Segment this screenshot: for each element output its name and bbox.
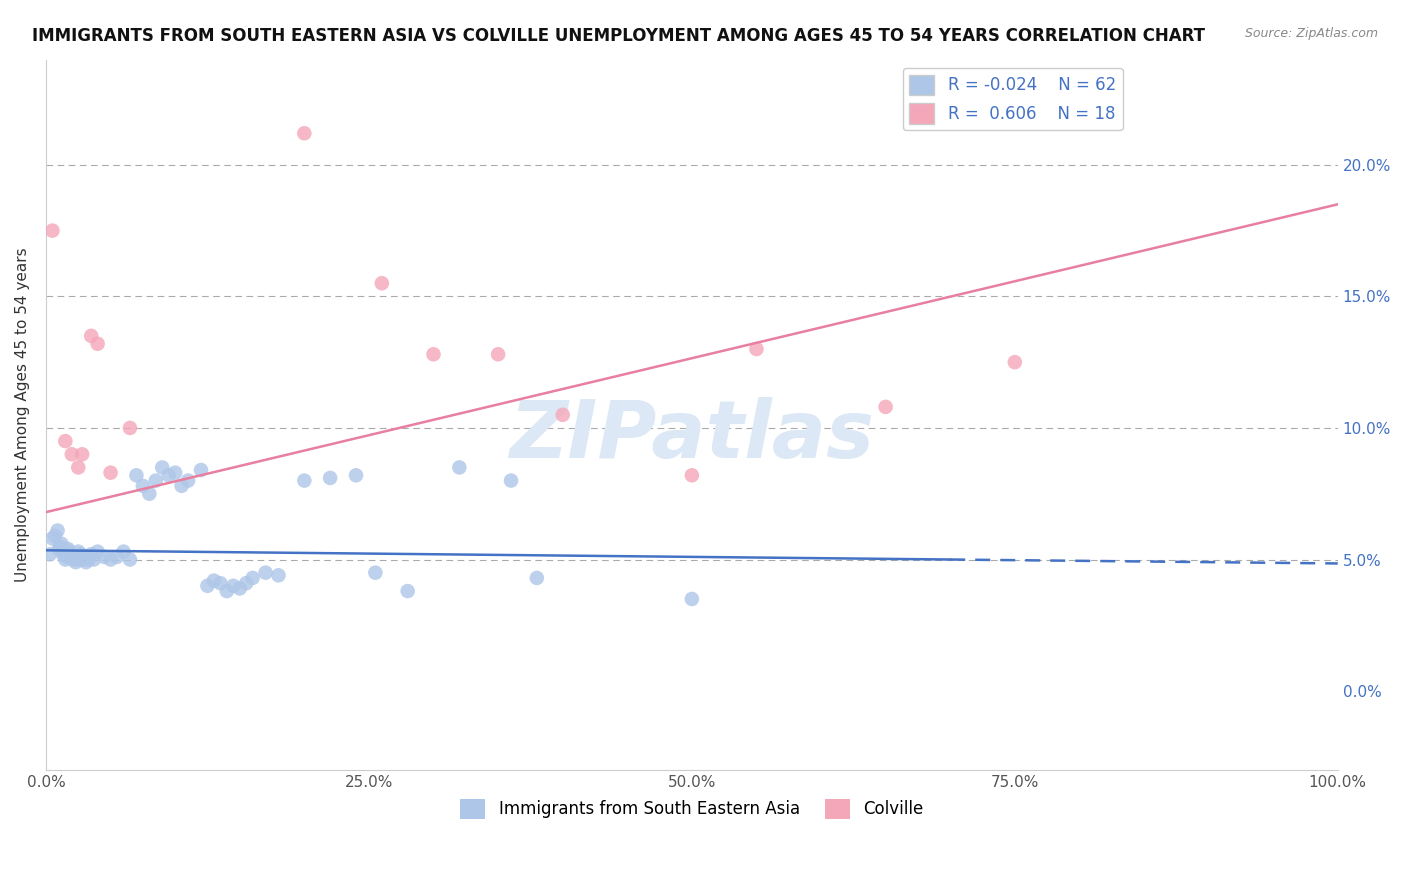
Point [83,552,105,566]
Point [93,549,115,564]
Point [53,434,76,449]
Y-axis label: Unemployment Among Ages 45 to 54 years: Unemployment Among Ages 45 to 54 years [15,247,30,582]
Point [112,544,135,558]
Point [44,529,66,543]
Point [38,547,60,561]
Point [526,571,548,585]
Text: ZIPatlas: ZIPatlas [509,397,875,475]
Point [41,224,63,238]
Point [69,549,91,564]
Point [242,571,264,585]
Point [745,342,768,356]
Point [67,544,90,558]
Point [65,555,87,569]
Point [551,408,574,422]
Point [364,566,387,580]
Point [118,552,141,566]
Point [222,579,245,593]
Point [190,463,212,477]
Point [118,421,141,435]
Point [52,547,75,561]
Point [70,547,93,561]
Point [344,468,367,483]
Point [62,552,84,566]
Point [105,549,128,564]
Point [875,400,897,414]
Point [681,591,703,606]
Point [486,347,509,361]
Point [125,468,148,483]
Point [67,460,90,475]
Point [80,547,103,561]
Point [70,447,93,461]
Point [254,566,277,580]
Point [73,549,96,564]
Text: IMMIGRANTS FROM SOUTH EASTERN ASIA VS COLVILLE UNEMPLOYMENT AMONG AGES 45 TO 54 : IMMIGRANTS FROM SOUTH EASTERN ASIA VS CO… [32,27,1205,45]
Point [202,574,225,588]
Point [292,474,315,488]
Point [58,544,80,558]
Point [229,582,252,596]
Point [371,277,394,291]
Point [63,549,86,564]
Point [681,468,703,483]
Point [41,532,63,546]
Point [46,524,69,538]
Point [499,474,522,488]
Point [138,487,160,501]
Point [150,460,173,475]
Point [319,471,342,485]
Point [80,329,103,343]
Point [51,537,73,551]
Point [170,479,193,493]
Point [422,347,444,361]
Point [165,466,187,480]
Point [449,460,471,475]
Point [197,579,219,593]
Point [60,547,83,561]
Point [75,555,97,569]
Text: Source: ZipAtlas.com: Source: ZipAtlas.com [1244,27,1378,40]
Point [70,552,93,566]
Point [215,584,238,599]
Point [267,568,290,582]
Point [86,544,108,558]
Point [100,466,122,480]
Point [132,479,155,493]
Point [77,552,100,566]
Point [209,576,232,591]
Point [49,540,72,554]
Point [157,468,180,483]
Point [396,584,419,599]
Point [48,541,70,556]
Point [235,576,257,591]
Point [56,541,79,556]
Point [86,336,108,351]
Point [60,447,83,461]
Legend: Immigrants from South Eastern Asia, Colville: Immigrants from South Eastern Asia, Colv… [454,792,929,826]
Point [53,544,76,558]
Point [100,552,122,566]
Point [55,549,77,564]
Point [177,474,200,488]
Point [145,474,167,488]
Point [53,552,76,566]
Point [292,126,315,140]
Point [1004,355,1026,369]
Point [66,552,89,566]
